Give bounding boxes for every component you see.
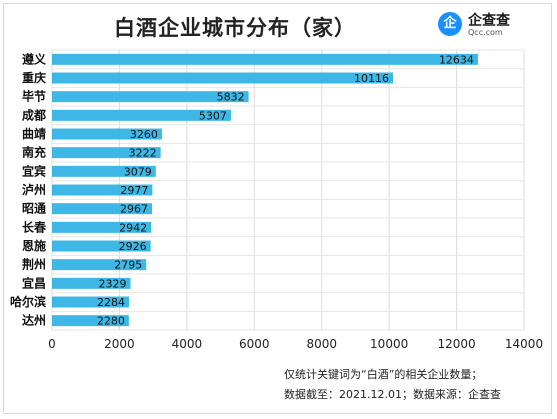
data-label-重庆: 10116 <box>354 72 389 85</box>
data-label-长春: 2942 <box>119 221 147 234</box>
data-label-毕节: 5832 <box>217 91 245 104</box>
category-label-毕节: 毕节 <box>22 89 46 104</box>
bar-成都 <box>52 109 231 121</box>
category-label-遵义: 遵义 <box>22 51 47 66</box>
bar-达州 <box>52 315 129 327</box>
data-label-成都: 5307 <box>199 109 227 122</box>
x-tick-label-4000: 4000 <box>172 337 203 351</box>
chart-frame <box>3 3 552 414</box>
category-label-曲靖: 曲靖 <box>22 126 46 141</box>
category-label-长春: 长春 <box>22 219 47 234</box>
x-tick-label-12000: 12000 <box>437 337 475 351</box>
data-label-遵义: 12634 <box>439 53 474 66</box>
chart-title: 白酒企业城市分布（家） <box>114 16 356 40</box>
category-label-南充: 南充 <box>22 145 46 160</box>
bar-遵义 <box>52 53 478 65</box>
category-label-达州: 达州 <box>22 313 46 328</box>
bar-南充 <box>52 147 161 159</box>
bar-宜昌 <box>52 277 131 289</box>
qcc-logo-url: Qcc.com <box>468 28 503 37</box>
bar-宜宾 <box>52 165 156 177</box>
bar-泸州 <box>52 184 153 196</box>
x-tick-label-0: 0 <box>48 337 56 351</box>
bar-重庆 <box>52 72 394 84</box>
x-tick-label-14000: 14000 <box>505 337 543 351</box>
bar-昭通 <box>52 203 153 215</box>
bar-长春 <box>52 221 152 233</box>
x-tick-label-2000: 2000 <box>104 337 135 351</box>
category-label-宜昌: 宜昌 <box>22 275 46 290</box>
x-tick-label-10000: 10000 <box>370 337 408 351</box>
bar-毕节 <box>52 91 249 103</box>
category-label-哈尔滨: 哈尔滨 <box>10 294 46 309</box>
data-label-哈尔滨: 2284 <box>97 296 125 309</box>
x-tick-labels: 0 2000 4000 6000 8000 10000 12000 14000 <box>48 337 543 351</box>
data-label-曲靖: 3260 <box>130 128 158 141</box>
bar-荆州 <box>52 259 147 271</box>
data-label-达州: 2280 <box>97 315 125 328</box>
category-label-宜宾: 宜宾 <box>22 163 46 178</box>
bars: 12634 10116 5832 5307 3260 3222 3079 2977 2967 29… <box>52 53 478 328</box>
x-tick-label-6000: 6000 <box>239 337 270 351</box>
data-label-南充: 3222 <box>129 147 157 160</box>
data-label-恩施: 2926 <box>119 240 147 253</box>
bar-曲靖 <box>52 128 162 140</box>
data-label-宜宾: 3079 <box>124 165 152 178</box>
category-label-荆州: 荆州 <box>22 257 46 272</box>
category-label-成都: 成都 <box>22 107 46 122</box>
data-label-荆州: 2795 <box>114 259 142 272</box>
bar-恩施 <box>52 240 151 252</box>
footnote-source: 数据截至：2021.12.01；数据来源：企查查 <box>284 388 501 401</box>
qcc-logo: 企 企查查 Qcc.com <box>438 10 548 44</box>
category-label-恩施: 恩施 <box>22 238 46 253</box>
footnote-scope: 仅统计关键词为“白酒”的相关企业数量； <box>284 368 483 381</box>
qcc-logo-name: 企查查 <box>468 13 510 29</box>
data-label-泸州: 2977 <box>120 184 148 197</box>
category-label-泸州: 泸州 <box>22 182 46 197</box>
x-tick-label-8000: 8000 <box>306 337 337 351</box>
data-label-宜昌: 2329 <box>99 277 127 290</box>
data-label-昭通: 2967 <box>120 203 148 216</box>
category-label-重庆: 重庆 <box>22 70 46 85</box>
category-label-昭通: 昭通 <box>22 201 46 216</box>
bar-哈尔滨 <box>52 296 130 308</box>
qcc-logo-icon: 企 <box>438 12 462 36</box>
